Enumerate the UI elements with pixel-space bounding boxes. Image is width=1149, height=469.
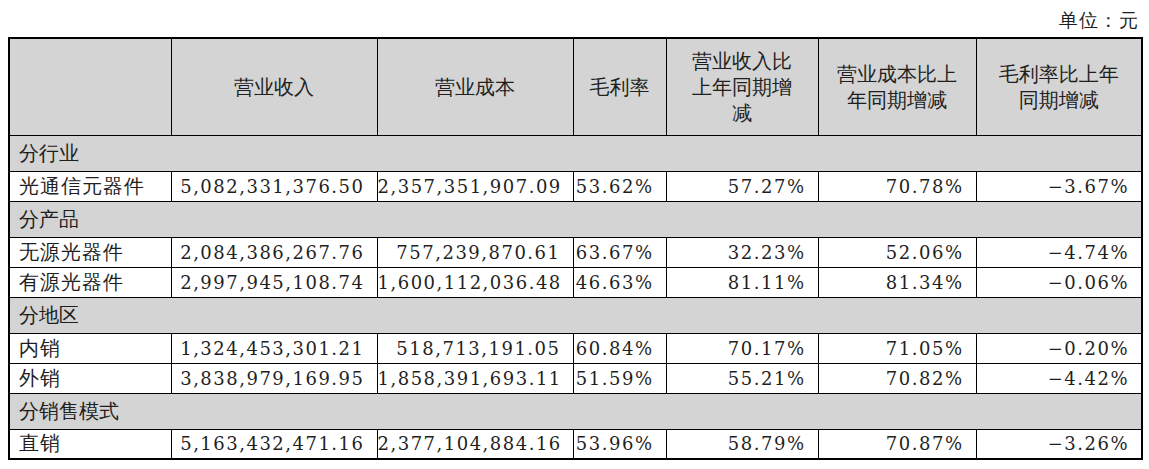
col-header-revenue-yoy-label: 营业收入比上年同期增减 bbox=[690, 48, 794, 126]
section-row: 分销售模式 bbox=[9, 393, 1142, 429]
cell-revenue: 3,838,979,169.95 bbox=[171, 363, 377, 393]
col-header-cost: 营业成本 bbox=[377, 38, 573, 135]
cell-revenue: 1,324,453,301.21 bbox=[171, 333, 377, 363]
table-row: 直销5,163,432,471.162,377,104,884.1653.96%… bbox=[9, 429, 1142, 459]
cell-cost: 1,600,112,036.48 bbox=[377, 267, 573, 297]
section-title: 分地区 bbox=[9, 297, 1142, 333]
cell-gross-margin-yoy: −0.20% bbox=[976, 333, 1142, 363]
cell-gross-margin-yoy: −3.67% bbox=[976, 171, 1142, 201]
col-header-gross-margin-yoy: 毛利率比上年同期增减 bbox=[976, 38, 1142, 135]
cell-name: 内销 bbox=[9, 333, 171, 363]
cell-cost: 518,713,191.05 bbox=[377, 333, 573, 363]
col-header-gross-margin: 毛利率 bbox=[573, 38, 666, 135]
col-header-cost-yoy: 营业成本比上年同期增减 bbox=[818, 38, 976, 135]
report-page: { "page": { "unit_label": "单位：元" }, "col… bbox=[0, 0, 1149, 469]
cell-revenue-yoy: 32.23% bbox=[666, 237, 818, 267]
col-header-revenue-yoy: 营业收入比上年同期增减 bbox=[666, 38, 818, 135]
cell-cost-yoy: 81.34% bbox=[818, 267, 976, 297]
cell-name: 有源光器件 bbox=[9, 267, 171, 297]
cell-revenue-yoy: 81.11% bbox=[666, 267, 818, 297]
col-header-revenue: 营业收入 bbox=[171, 38, 377, 135]
cell-gross-margin: 51.59% bbox=[573, 363, 666, 393]
cell-cost-yoy: 71.05% bbox=[818, 333, 976, 363]
section-row: 分产品 bbox=[9, 201, 1142, 237]
cell-cost-yoy: 52.06% bbox=[818, 237, 976, 267]
cell-revenue-yoy: 58.79% bbox=[666, 429, 818, 459]
cell-revenue: 5,082,331,376.50 bbox=[171, 171, 377, 201]
cell-gross-margin: 63.67% bbox=[573, 237, 666, 267]
revenue-breakdown-table: 营业收入 营业成本 毛利率 营业收入比上年同期增减 营业成本比上年同期增减 毛利… bbox=[8, 37, 1143, 460]
cell-revenue: 5,163,432,471.16 bbox=[171, 429, 377, 459]
cell-gross-margin-yoy: −3.26% bbox=[976, 429, 1142, 459]
table-body: 分行业光通信元器件5,082,331,376.502,357,351,907.0… bbox=[9, 135, 1142, 459]
table-row: 外销3,838,979,169.951,858,391,693.1151.59%… bbox=[9, 363, 1142, 393]
section-row: 分地区 bbox=[9, 297, 1142, 333]
cell-cost: 757,239,870.61 bbox=[377, 237, 573, 267]
cell-gross-margin: 46.63% bbox=[573, 267, 666, 297]
cell-gross-margin-yoy: −4.74% bbox=[976, 237, 1142, 267]
section-title: 分产品 bbox=[9, 201, 1142, 237]
cell-cost-yoy: 70.82% bbox=[818, 363, 976, 393]
cell-name: 无源光器件 bbox=[9, 237, 171, 267]
cell-gross-margin-yoy: −4.42% bbox=[976, 363, 1142, 393]
cell-name: 外销 bbox=[9, 363, 171, 393]
table-row: 内销1,324,453,301.21518,713,191.0560.84%70… bbox=[9, 333, 1142, 363]
cell-gross-margin: 60.84% bbox=[573, 333, 666, 363]
cell-revenue-yoy: 70.17% bbox=[666, 333, 818, 363]
cell-cost: 1,858,391,693.11 bbox=[377, 363, 573, 393]
cell-name: 直销 bbox=[9, 429, 171, 459]
cell-cost: 2,357,351,907.09 bbox=[377, 171, 573, 201]
col-header-gross-margin-yoy-label: 毛利率比上年同期增减 bbox=[996, 61, 1121, 113]
col-header-cost-yoy-label: 营业成本比上年同期增减 bbox=[835, 61, 960, 113]
cell-cost-yoy: 70.78% bbox=[818, 171, 976, 201]
cell-revenue: 2,084,386,267.76 bbox=[171, 237, 377, 267]
section-row: 分行业 bbox=[9, 135, 1142, 171]
cell-cost-yoy: 70.87% bbox=[818, 429, 976, 459]
cell-revenue: 2,997,945,108.74 bbox=[171, 267, 377, 297]
cell-gross-margin: 53.96% bbox=[573, 429, 666, 459]
cell-cost: 2,377,104,884.16 bbox=[377, 429, 573, 459]
cell-revenue-yoy: 57.27% bbox=[666, 171, 818, 201]
header-row: 营业收入 营业成本 毛利率 营业收入比上年同期增减 营业成本比上年同期增减 毛利… bbox=[9, 38, 1142, 135]
cell-gross-margin-yoy: −0.06% bbox=[976, 267, 1142, 297]
col-header-category bbox=[9, 38, 171, 135]
section-title: 分行业 bbox=[9, 135, 1142, 171]
cell-gross-margin: 53.62% bbox=[573, 171, 666, 201]
table-row: 无源光器件2,084,386,267.76757,239,870.6163.67… bbox=[9, 237, 1142, 267]
table-row: 光通信元器件5,082,331,376.502,357,351,907.0953… bbox=[9, 171, 1142, 201]
unit-label: 单位：元 bbox=[1059, 8, 1139, 34]
cell-name: 光通信元器件 bbox=[9, 171, 171, 201]
table-row: 有源光器件2,997,945,108.741,600,112,036.4846.… bbox=[9, 267, 1142, 297]
section-title: 分销售模式 bbox=[9, 393, 1142, 429]
cell-revenue-yoy: 55.21% bbox=[666, 363, 818, 393]
